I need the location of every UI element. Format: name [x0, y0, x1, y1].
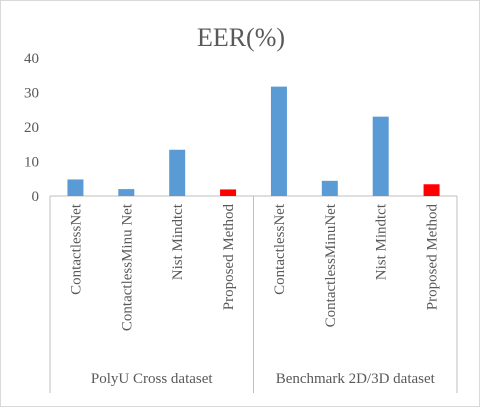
- chart-title: EER(%): [197, 23, 285, 52]
- x-tick-label: Nist Mindtct: [170, 203, 186, 280]
- bar: [270, 86, 287, 196]
- group-label: Benchmark 2D/3D dataset: [276, 371, 436, 387]
- x-tick-label: ContactlessMinuNet: [323, 203, 339, 327]
- bar: [118, 189, 135, 196]
- y-tick-label: 20: [24, 120, 39, 136]
- x-tick-label: Proposed Method: [425, 204, 441, 311]
- group-label: PolyU Cross dataset: [91, 371, 213, 387]
- x-tick-label: ContactlessMinu Net: [119, 203, 135, 331]
- bar: [220, 189, 237, 196]
- axes: [49, 195, 458, 393]
- x-tick-label: Nist Mindtct: [374, 203, 390, 280]
- y-tick-label: 10: [24, 155, 39, 171]
- x-tick-label: ContactlessNet: [272, 203, 288, 295]
- labels: 0 10 20 30 40 ContactlessNet ContactlessMinu N…: [24, 51, 441, 387]
- y-tick-label: 30: [24, 86, 39, 102]
- bar: [423, 184, 440, 196]
- bar: [321, 180, 338, 196]
- x-tick-label: Proposed Method: [221, 204, 237, 311]
- bar: [67, 179, 84, 196]
- bar: [169, 149, 186, 196]
- y-tick-label: 40: [24, 51, 39, 67]
- bar: [372, 116, 389, 196]
- bars: [67, 86, 440, 196]
- y-tick-label: 0: [32, 189, 40, 205]
- x-tick-label: ContactlessNet: [68, 203, 84, 295]
